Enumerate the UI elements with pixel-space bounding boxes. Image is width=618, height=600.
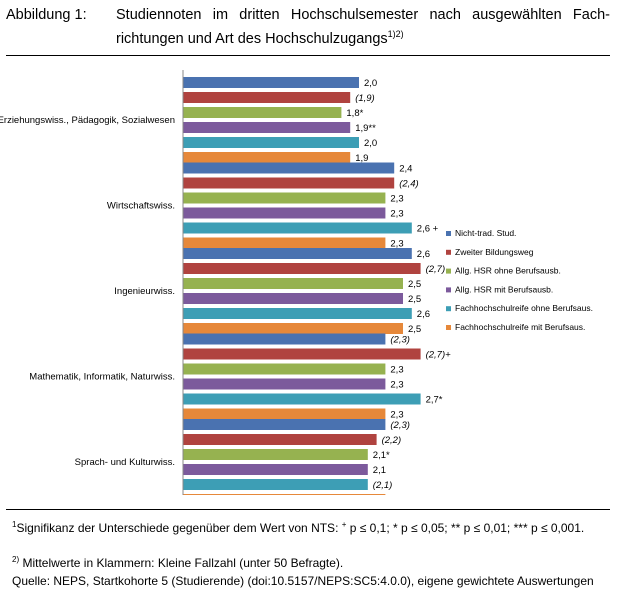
bottom-rule	[6, 509, 610, 510]
bar	[183, 237, 386, 249]
bar	[183, 449, 368, 460]
bar	[183, 152, 351, 163]
bar	[183, 122, 351, 133]
bar	[183, 323, 403, 334]
top-rule	[6, 55, 610, 56]
data-label: 1,9**	[355, 123, 376, 134]
data-label: 2,1	[373, 465, 386, 476]
data-label: 1,8*	[346, 108, 363, 119]
footnote-2-mark: 2)	[12, 555, 20, 564]
bar	[183, 293, 403, 304]
bar	[183, 464, 368, 475]
legend-label: Allg. HSR mit Berufsausb.	[455, 284, 553, 294]
legend-label: Fachhochschulreife ohne Berufsaus.	[455, 303, 593, 313]
data-label: (2,7)	[426, 264, 446, 275]
source-note: Quelle: NEPS, Startkohorte 5 (Studierend…	[12, 574, 594, 588]
bar	[183, 263, 421, 274]
figure-title: Abbildung 1: Studiennoten im dritten Hoc…	[6, 6, 610, 47]
bar	[183, 393, 421, 405]
legend-label: Zweiter Bildungsweg	[455, 247, 534, 257]
data-label: (2,3)	[390, 335, 410, 346]
category-label: Wirtschaftswiss.	[107, 201, 175, 212]
footnote-1: 1Signifikanz der Unterschiede gegenüber …	[12, 517, 584, 536]
bar	[183, 162, 395, 174]
category-label: Mathematik, Informatik, Naturwiss.	[29, 372, 175, 383]
bar	[183, 363, 386, 375]
data-label: 2,5	[408, 294, 421, 305]
figure-title-line2: richtungen und Art des Hochschulzugangs1…	[116, 25, 404, 49]
bar	[183, 137, 359, 148]
bar	[183, 494, 386, 495]
bar	[183, 207, 386, 219]
figure-label: Abbildung 1:	[6, 7, 87, 23]
bar	[183, 434, 377, 445]
category-label: Sprach- und Kulturwiss.	[75, 457, 175, 468]
data-label: 2,1*	[373, 450, 390, 461]
data-label: 2,6	[417, 249, 430, 260]
footnote-2-text: Mittelwerte in Klammern: Kleine Fallzahl…	[19, 556, 344, 570]
data-label: (2,2)	[382, 435, 402, 446]
bar	[183, 248, 412, 259]
legend-label: Fachhochschulreife mit Berufsaus.	[455, 322, 585, 332]
legend-swatch	[446, 231, 451, 236]
footnote-1-plus: +	[341, 520, 347, 529]
bar	[183, 177, 395, 189]
data-label: 2,3	[390, 410, 403, 421]
data-label: 2,5	[408, 279, 421, 290]
bar	[183, 107, 342, 118]
data-label: 2,3	[390, 380, 403, 391]
data-label: 2,0	[364, 138, 377, 149]
bar	[183, 192, 386, 204]
bar	[183, 77, 359, 88]
data-label: 1,9	[355, 153, 368, 164]
figure-title-line2-text: richtungen und Art des Hochschulzugangs	[116, 31, 388, 47]
legend-swatch	[446, 325, 451, 330]
data-label: 2,3	[390, 194, 403, 205]
bar	[183, 222, 412, 234]
data-label: 2,3	[390, 365, 403, 376]
footnote-2: 2) Mittelwerte in Klammern: Kleine Fallz…	[12, 552, 343, 571]
legend-swatch	[446, 268, 451, 274]
category-label: Erziehungswiss., Pädagogik, Sozialwesen	[0, 115, 175, 126]
bar	[183, 92, 351, 103]
legend-swatch	[446, 249, 451, 255]
bar	[183, 479, 368, 490]
data-label: (2,4)	[399, 179, 419, 190]
bar	[183, 333, 386, 345]
bar	[183, 378, 386, 390]
data-label: (1,9)	[355, 93, 375, 104]
footnote-1-rest: p ≤ 0,1; * p ≤ 0,05; ** p ≤ 0,01; *** p …	[346, 521, 585, 535]
data-label: 2,0	[364, 78, 377, 89]
legend-swatch	[446, 306, 451, 312]
bar	[183, 348, 421, 360]
data-label: 2,6 +	[417, 224, 439, 235]
bar-chart: 2,0 (1,9) 1,8* 1,9** 2,0 1,9 Erziehungswiss., …	[0, 70, 593, 495]
data-label: 2,4	[399, 164, 412, 175]
figure-title-line1: Studiennoten im dritten Hochschulsemeste…	[116, 7, 610, 23]
data-label: (2,3)	[390, 420, 410, 431]
bar	[183, 308, 412, 319]
data-label: 2,3	[390, 239, 403, 250]
data-label: (2,7)+	[426, 350, 452, 361]
data-label: 2,6	[417, 309, 430, 320]
bar	[183, 278, 403, 289]
footnote-1-mark: 1	[12, 520, 17, 529]
legend-label: Allg. HSR ohne Berufsausb.	[455, 266, 561, 276]
data-label: 2,5	[408, 324, 421, 335]
legend-swatch	[446, 287, 451, 293]
footnote-1-text: Signifikanz der Unterschiede gegenüber d…	[16, 521, 342, 535]
data-label: 2,3	[390, 209, 403, 220]
legend-label: Nicht-trad. Stud.	[455, 228, 516, 238]
figure-title-footnote-ref: 1)2)	[387, 29, 404, 39]
category-label: Ingenieurwiss.	[114, 286, 175, 297]
bar	[183, 419, 386, 430]
data-label: 2,7*	[426, 395, 443, 406]
bar	[183, 408, 386, 420]
data-label: (2,1)	[373, 480, 393, 491]
